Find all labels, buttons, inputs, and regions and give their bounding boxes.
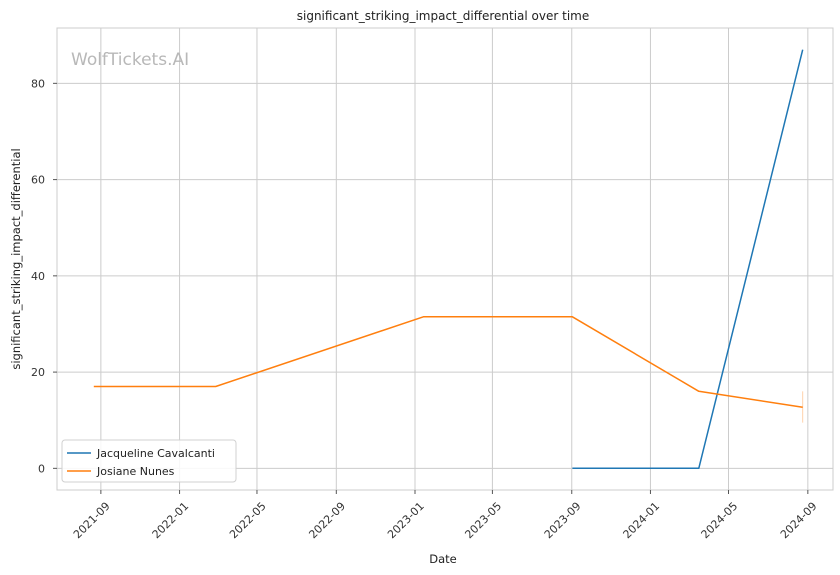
legend: Jacqueline Cavalcanti Josiane Nunes [61, 439, 237, 483]
watermark: WolfTickets.AI [71, 50, 189, 70]
series-layer [93, 49, 804, 470]
legend-label-jacqueline-cavalcanti: Jacqueline Cavalcanti [96, 447, 215, 460]
chart-title: significant_striking_impact_differential… [297, 9, 589, 23]
legend-label-josiane-nunes: Josiane Nunes [96, 465, 175, 478]
series-line-jacqueline-cavalcanti [572, 49, 804, 470]
series-line-josiane-nunes [93, 316, 803, 408]
legend-box [61, 439, 237, 483]
y-tick-label: 60 [31, 174, 45, 187]
x-axis-label: Date [429, 552, 457, 566]
y-tick-label: 0 [38, 462, 45, 475]
y-tick-label: 40 [31, 270, 45, 283]
y-tick-label: 80 [31, 77, 45, 90]
y-axis-label: significant_striking_impact_differential [9, 148, 23, 369]
y-axis-ticks: 0 20 40 60 80 [31, 77, 57, 475]
plot-area-frame [56, 27, 834, 491]
y-tick-label: 20 [31, 366, 45, 379]
